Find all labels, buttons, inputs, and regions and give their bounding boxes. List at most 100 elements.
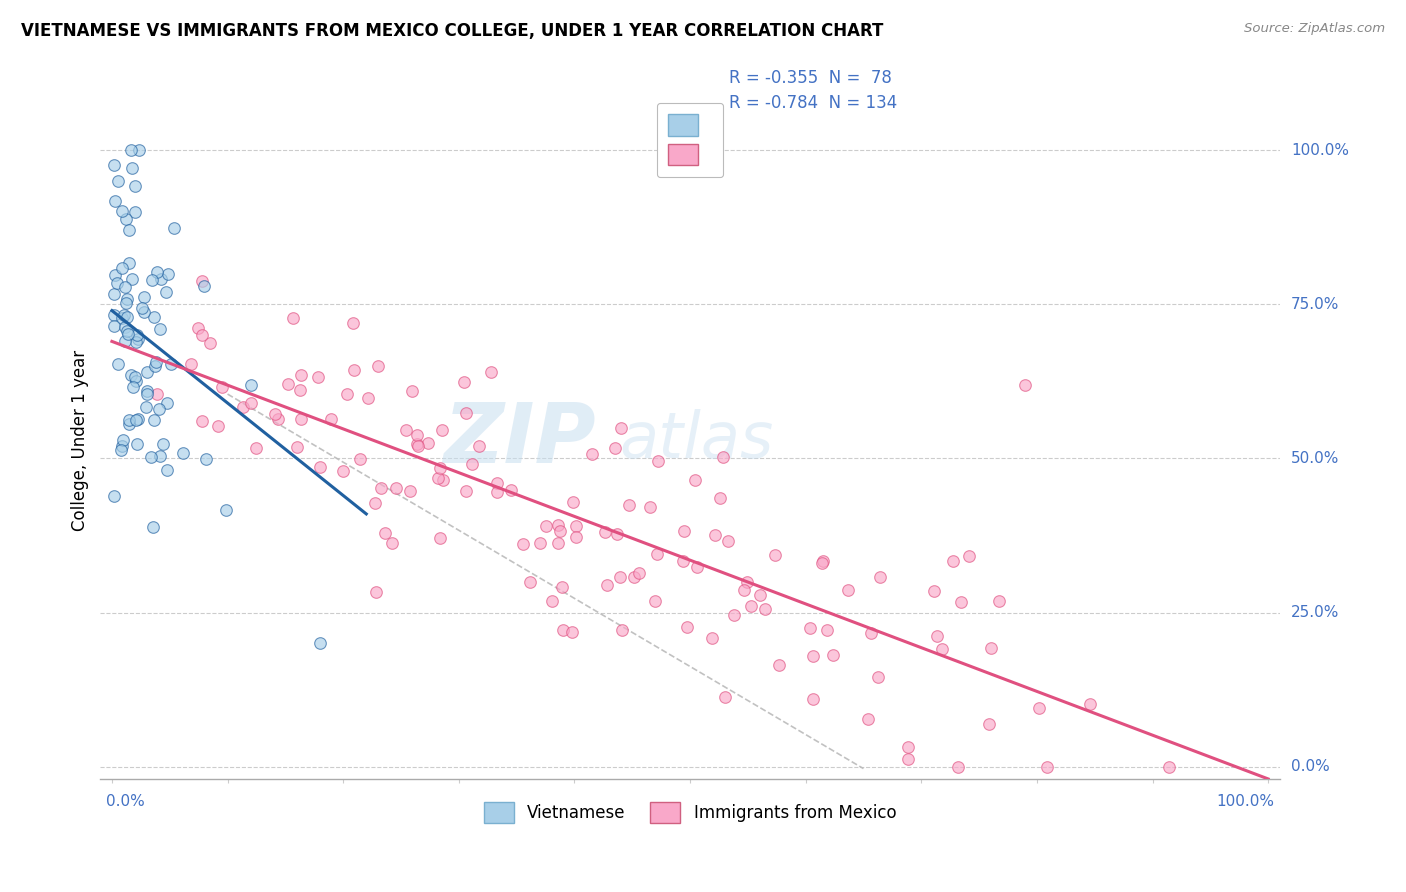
Point — [988, 593, 1011, 607]
Point — [595, 524, 617, 539]
Point — [801, 648, 824, 663]
Point — [307, 370, 329, 384]
Point — [321, 411, 343, 425]
Point — [110, 442, 132, 457]
Point — [485, 484, 508, 499]
Point — [124, 369, 146, 384]
Point — [349, 452, 371, 467]
Text: R = -0.355  N =  78: R = -0.355 N = 78 — [728, 69, 891, 87]
Point — [683, 473, 706, 487]
Point — [191, 414, 214, 428]
Point — [370, 481, 392, 495]
Point — [399, 483, 422, 498]
Point — [647, 454, 669, 468]
Point — [139, 450, 162, 464]
Point — [456, 406, 478, 420]
Point — [128, 144, 150, 158]
Point — [606, 527, 628, 541]
Point — [155, 285, 177, 299]
Point — [107, 358, 129, 372]
Point — [401, 384, 423, 398]
Point — [127, 437, 149, 451]
Point — [367, 359, 389, 374]
Point — [713, 690, 735, 704]
Point — [547, 536, 569, 550]
Point — [837, 583, 859, 598]
Point — [810, 556, 832, 570]
Point — [134, 290, 156, 304]
Point — [191, 328, 214, 343]
Point — [553, 623, 575, 637]
Point — [111, 203, 134, 218]
Point — [127, 332, 149, 346]
Point — [136, 386, 159, 401]
Point — [374, 526, 396, 541]
Point — [117, 223, 139, 237]
Point — [645, 547, 668, 561]
Point — [499, 483, 522, 498]
Point — [479, 366, 502, 380]
Point — [676, 620, 699, 634]
Point — [232, 400, 254, 414]
Point — [308, 459, 330, 474]
Point — [121, 272, 143, 286]
Point — [551, 581, 574, 595]
Point — [860, 626, 883, 640]
Point — [112, 308, 135, 322]
Point — [207, 419, 229, 434]
Point — [104, 194, 127, 209]
Point — [142, 520, 165, 534]
Point — [121, 161, 143, 175]
Point — [733, 583, 755, 598]
Text: R = -0.784  N = 134: R = -0.784 N = 134 — [728, 94, 897, 112]
Point — [619, 498, 641, 512]
Point — [430, 424, 453, 438]
Point — [547, 517, 569, 532]
Y-axis label: College, Under 1 year: College, Under 1 year — [72, 350, 89, 531]
Point — [644, 593, 666, 607]
Point — [114, 280, 136, 294]
Point — [638, 500, 661, 515]
Point — [125, 334, 148, 349]
Point — [723, 608, 745, 623]
Point — [815, 623, 838, 637]
Point — [150, 272, 173, 286]
Point — [534, 518, 557, 533]
Point — [117, 292, 139, 306]
Point — [194, 451, 217, 466]
Point — [823, 648, 845, 662]
Point — [364, 584, 387, 599]
Point — [285, 441, 308, 455]
Text: 0.0%: 0.0% — [1291, 759, 1330, 774]
Point — [561, 624, 583, 639]
Point — [117, 327, 139, 342]
Point — [191, 274, 214, 288]
Point — [146, 265, 169, 279]
Point — [135, 365, 157, 379]
Point — [131, 301, 153, 316]
Text: Source: ZipAtlas.com: Source: ZipAtlas.com — [1244, 22, 1385, 36]
Point — [856, 712, 879, 726]
Point — [1014, 377, 1036, 392]
Point — [288, 383, 311, 397]
Point — [610, 421, 633, 435]
Point — [343, 362, 366, 376]
Point — [114, 320, 136, 334]
Point — [215, 503, 238, 517]
Point — [564, 518, 586, 533]
Point — [519, 574, 541, 589]
Point — [118, 417, 141, 432]
Point — [561, 495, 583, 509]
Point — [342, 316, 364, 330]
Point — [332, 464, 354, 478]
Point — [357, 391, 380, 405]
Point — [114, 296, 136, 310]
Point — [103, 489, 125, 503]
Text: 0.0%: 0.0% — [105, 794, 145, 809]
Point — [942, 554, 965, 568]
Text: ZIP: ZIP — [443, 400, 596, 481]
Point — [686, 560, 709, 574]
Point — [193, 279, 215, 293]
Point — [529, 535, 551, 549]
Point — [454, 483, 477, 498]
